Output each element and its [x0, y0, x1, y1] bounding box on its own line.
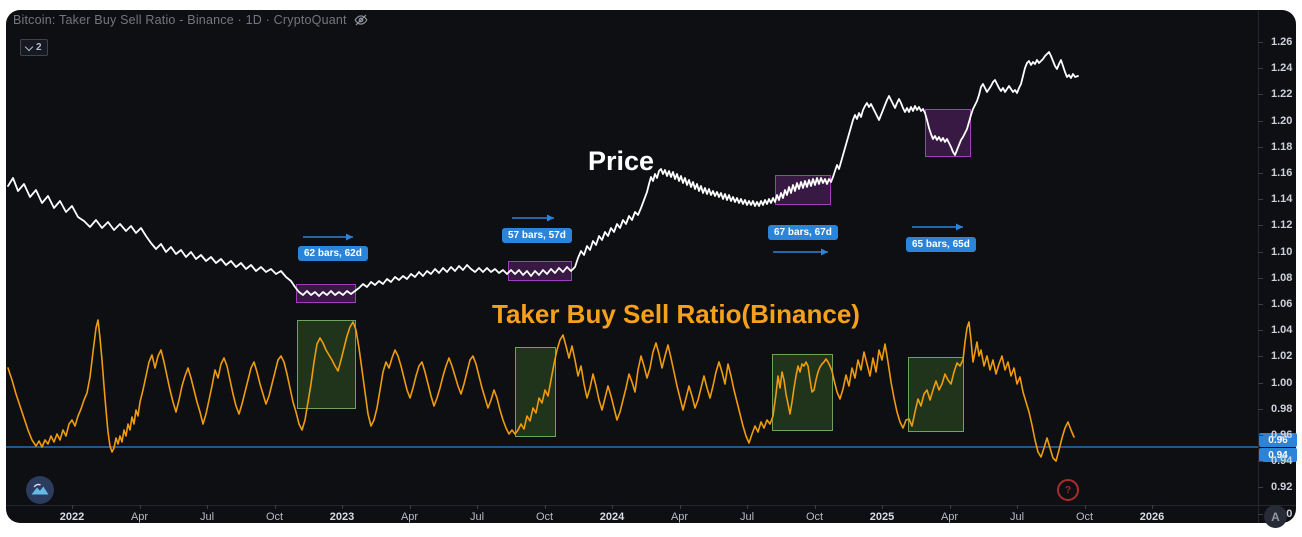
- y-axis-tick: [1258, 68, 1263, 70]
- price-scale-badge[interactable]: 0.94: [1259, 448, 1297, 462]
- price-scale-badge: 0.96: [1259, 433, 1297, 447]
- price-scale-divider: [1258, 10, 1259, 523]
- chevron-down-icon: [24, 42, 34, 51]
- x-axis-label: Apr: [940, 511, 959, 523]
- x-axis-label: 2022: [59, 511, 85, 523]
- y-axis-tick: [1258, 461, 1263, 463]
- x-axis-tick: [612, 505, 613, 509]
- x-axis-label: Jul: [469, 511, 485, 523]
- x-axis-label: 2024: [599, 511, 625, 523]
- y-axis-tick: [1258, 277, 1263, 279]
- y-axis-tick: [1258, 251, 1263, 253]
- bars-count-label[interactable]: 67 bars, 67d: [768, 225, 838, 240]
- x-axis-tick: [477, 505, 478, 509]
- legend-collapse-badge[interactable]: 2: [20, 39, 48, 56]
- y-axis-tick: [1258, 94, 1263, 96]
- x-axis-label: Jul: [1009, 511, 1025, 523]
- y-axis-tick: [1258, 199, 1263, 201]
- y-axis-label: 1.24: [1271, 62, 1293, 75]
- y-axis-tick: [1258, 225, 1263, 227]
- bars-count-label[interactable]: 62 bars, 62d: [298, 246, 368, 261]
- x-axis-tick: [1017, 505, 1018, 509]
- x-axis-label: 2026: [1139, 511, 1165, 523]
- x-axis-tick: [409, 505, 411, 509]
- x-axis-tick: [882, 505, 883, 509]
- x-axis-tick: [342, 505, 343, 509]
- x-axis-tick: [544, 505, 546, 509]
- x-axis-tick: [747, 505, 748, 509]
- y-axis-label: 1.00: [1271, 376, 1293, 389]
- y-axis-label: 1.20: [1271, 114, 1293, 127]
- x-axis-tick: [1152, 505, 1153, 509]
- symbol-title[interactable]: Bitcoin: Taker Buy Sell Ratio - Binance …: [13, 13, 347, 27]
- x-axis-label: 2025: [869, 511, 895, 523]
- y-axis-tick: [1258, 120, 1263, 122]
- x-axis-tick: [949, 505, 951, 509]
- y-axis-label: 1.08: [1271, 271, 1293, 284]
- y-axis-label: 1.26: [1271, 36, 1293, 48]
- x-axis-tick: [207, 505, 208, 509]
- y-axis-label: 0.94: [1271, 455, 1293, 468]
- y-axis-label: 0.98: [1271, 402, 1293, 415]
- y-axis-label: 1.02: [1271, 350, 1293, 363]
- x-axis-label: Oct: [1075, 511, 1094, 523]
- x-axis-label: 2023: [329, 511, 355, 523]
- y-axis-label: 1.06: [1271, 298, 1293, 310]
- y-axis-label: 1.16: [1271, 167, 1293, 179]
- x-axis-tick: [72, 505, 73, 509]
- y-axis-tick: [1258, 408, 1263, 410]
- x-axis-label: Oct: [535, 511, 554, 523]
- cryptoquant-logo-icon: [25, 475, 55, 505]
- y-axis-label: 1.10: [1271, 245, 1293, 258]
- y-axis-tick: [1258, 487, 1263, 489]
- x-axis-label: Apr: [670, 511, 689, 523]
- question-circle-annotation[interactable]: ?: [1057, 479, 1079, 501]
- bars-count-label[interactable]: 65 bars, 65d: [906, 237, 976, 252]
- time-scale-settings-button[interactable]: A: [1264, 505, 1287, 528]
- y-axis-label: 1.18: [1271, 140, 1293, 153]
- legend-count: 2: [36, 42, 42, 53]
- y-axis-tick: [1258, 356, 1263, 358]
- time-scale-divider: [6, 505, 1296, 506]
- y-axis-tick: [1258, 513, 1263, 515]
- x-axis-label: Jul: [199, 511, 215, 523]
- x-axis-label: Apr: [130, 511, 149, 523]
- y-axis-tick: [1258, 382, 1263, 384]
- x-axis-label: Jul: [739, 511, 755, 523]
- y-axis-tick: [1258, 435, 1263, 436]
- y-axis-tick: [1258, 330, 1263, 332]
- ratio-text-annotation[interactable]: Taker Buy Sell Ratio(Binance): [492, 299, 860, 329]
- y-axis-label: 1.04: [1271, 324, 1293, 337]
- x-axis-tick: [274, 505, 276, 509]
- y-axis-label: 1.12: [1271, 219, 1293, 232]
- y-axis-tick: [1258, 173, 1263, 174]
- x-axis-tick: [814, 505, 816, 509]
- y-axis-label: 1.14: [1271, 193, 1293, 206]
- x-axis-tick: [679, 505, 681, 509]
- y-axis-tick: [1258, 42, 1263, 43]
- y-axis-tick: [1258, 146, 1263, 148]
- x-axis-label: Apr: [400, 511, 419, 523]
- x-axis-tick: [1084, 505, 1086, 509]
- y-axis-tick: [1258, 304, 1263, 305]
- bars-count-label[interactable]: 57 bars, 57d: [502, 228, 572, 243]
- x-axis-label: Oct: [265, 511, 284, 523]
- y-axis-label: 0.96: [1271, 429, 1293, 441]
- y-axis-label: 0.92: [1271, 481, 1293, 494]
- eye-off-icon[interactable]: [354, 13, 368, 27]
- x-axis-label: Oct: [805, 511, 824, 523]
- x-axis-tick: [139, 505, 141, 509]
- y-axis-label: 1.22: [1271, 88, 1293, 101]
- price-text-annotation[interactable]: Price: [588, 146, 655, 176]
